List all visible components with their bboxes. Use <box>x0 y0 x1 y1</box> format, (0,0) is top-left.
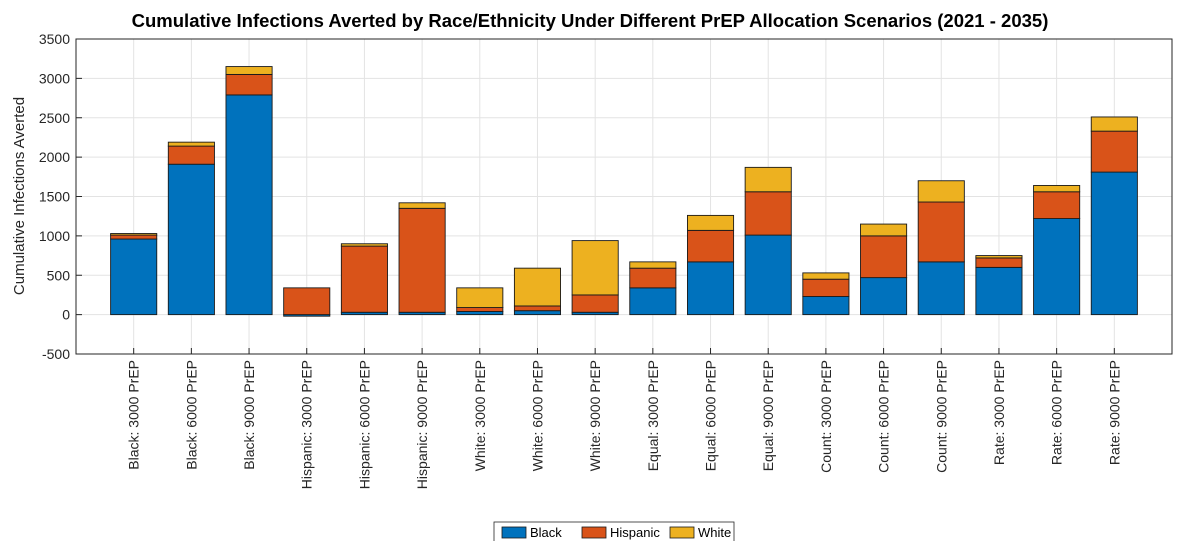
bar-white-14 <box>917 180 965 203</box>
bar-white-9 <box>629 261 677 269</box>
bar-white-12 <box>802 272 850 280</box>
legend-swatch-white <box>669 526 695 539</box>
bar-white-17 <box>1090 116 1138 132</box>
y-tick-label: -500 <box>42 346 70 362</box>
bar-white-7 <box>513 267 561 307</box>
x-tick-label: Black: 3000 PrEP <box>126 360 142 470</box>
bar-black-12 <box>802 296 850 316</box>
bar-white-15 <box>975 255 1023 259</box>
x-tick-label: White: 3000 PrEP <box>472 360 488 471</box>
x-tick-label: Hispanic: 9000 PrEP <box>414 360 430 489</box>
bar-hispanic-11 <box>744 191 792 236</box>
bar-hispanic-7 <box>513 305 561 312</box>
bar-hispanic-10 <box>687 229 735 263</box>
bar-black-13 <box>860 277 908 316</box>
bar-black-6 <box>456 311 504 316</box>
y-tick-label: 3500 <box>39 31 70 47</box>
y-axis-label: Cumulative Infections Averted <box>11 97 28 295</box>
bar-hispanic-16 <box>1033 191 1081 219</box>
y-tick-label: 500 <box>47 267 71 283</box>
bar-hispanic-5 <box>398 207 446 313</box>
y-tick-label: 2000 <box>39 149 70 165</box>
x-tick-label: Rate: 6000 PrEP <box>1049 360 1065 465</box>
x-tick-label: Black: 6000 PrEP <box>183 360 199 470</box>
x-tick-label: Count: 9000 PrEP <box>933 360 949 473</box>
bar-hispanic-15 <box>975 257 1023 268</box>
bar-black-2 <box>225 94 273 316</box>
x-tick-label: White: 6000 PrEP <box>529 360 545 471</box>
bar-hispanic-14 <box>917 201 965 263</box>
legend-swatch-hispanic <box>581 526 607 539</box>
bar-hispanic-9 <box>629 267 677 289</box>
bar-white-5 <box>398 202 446 209</box>
bar-black-11 <box>744 234 792 316</box>
x-tick-label: Equal: 6000 PrEP <box>703 360 719 471</box>
legend-label-hispanic: Hispanic <box>610 525 660 540</box>
bar-hispanic-4 <box>340 245 388 313</box>
y-tick-label: 3000 <box>39 70 70 86</box>
x-tick-label: Hispanic: 3000 PrEP <box>299 360 315 489</box>
legend-label-white: White <box>698 525 731 540</box>
bar-hispanic-0 <box>110 234 158 240</box>
bar-white-2 <box>225 66 273 75</box>
axes-layer: -500 0 500 1000 1500 2000 2500 3000 3500 Black: 3… <box>39 31 1173 489</box>
plot-frame <box>75 38 1173 355</box>
x-tick-label: Rate: 3000 PrEP <box>991 360 1007 465</box>
x-tick-label: Rate: 9000 PrEP <box>1106 360 1122 465</box>
y-tick-label: 2500 <box>39 110 70 126</box>
x-tick-label: Equal: 3000 PrEP <box>645 360 661 471</box>
bar-hispanic-3 <box>283 287 331 316</box>
bar-white-6 <box>456 287 504 308</box>
bar-white-0 <box>110 233 158 236</box>
bar-black-15 <box>975 266 1023 316</box>
bar-black-0 <box>110 238 158 316</box>
bar-hispanic-2 <box>225 73 273 96</box>
y-tick-label: 0 <box>62 307 70 323</box>
bar-hispanic-6 <box>456 307 504 312</box>
x-tick-label: Equal: 9000 PrEP <box>760 360 776 471</box>
bar-black-1 <box>167 163 215 316</box>
bar-black-7 <box>513 310 561 316</box>
bar-white-1 <box>167 141 215 147</box>
bar-white-8 <box>571 240 619 296</box>
x-tick-label: White: 9000 PrEP <box>587 360 603 471</box>
y-tick-label: 1500 <box>39 189 70 205</box>
legend-swatch-black <box>501 526 527 539</box>
x-tick-label: Count: 6000 PrEP <box>876 360 892 473</box>
y-tick-label: 1000 <box>39 228 70 244</box>
x-tick-label: Black: 9000 PrEP <box>241 360 257 470</box>
legend: Black Hispanic White <box>493 521 735 541</box>
bar-white-10 <box>687 214 735 231</box>
bar-hispanic-8 <box>571 294 619 313</box>
bar-hispanic-13 <box>860 235 908 279</box>
x-tick-label: Count: 3000 PrEP <box>818 360 834 473</box>
bar-hispanic-17 <box>1090 130 1138 173</box>
bar-white-4 <box>340 243 388 247</box>
bar-black-17 <box>1090 171 1138 316</box>
legend-label-black: Black <box>530 525 562 540</box>
bar-black-9 <box>629 287 677 316</box>
bars-layer <box>110 66 1138 317</box>
bar-white-11 <box>744 166 792 193</box>
bar-white-16 <box>1033 185 1081 193</box>
bar-black-16 <box>1033 218 1081 316</box>
x-tick-label: Hispanic: 6000 PrEP <box>356 360 372 489</box>
bar-hispanic-12 <box>802 278 850 297</box>
bar-black-14 <box>917 261 965 316</box>
bar-black-10 <box>687 261 735 316</box>
chart-title: Cumulative Infections Averted by Race/Et… <box>132 10 1049 31</box>
bar-white-13 <box>860 223 908 237</box>
bar-hispanic-1 <box>167 145 215 165</box>
